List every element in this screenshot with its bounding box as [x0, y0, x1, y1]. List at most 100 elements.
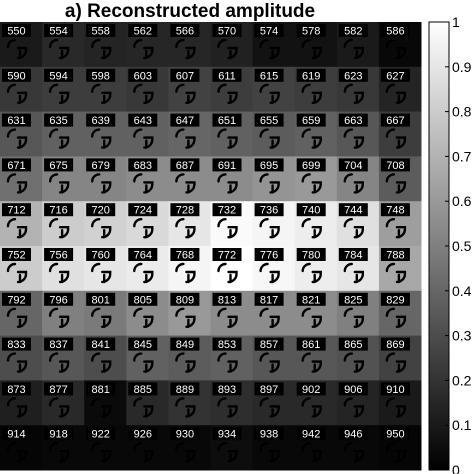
cell-glyph-icon	[48, 352, 70, 373]
cell-label-box	[128, 382, 158, 396]
cell-glyph-icon	[301, 173, 322, 194]
cell-glyph-icon	[48, 262, 70, 284]
cell-label-box	[296, 427, 326, 441]
cell-label-box	[212, 382, 242, 396]
heatmap-cell: 809	[168, 290, 211, 337]
cell-label-box	[2, 292, 31, 306]
cell-glyph-icon	[301, 307, 322, 328]
cell-label-box	[86, 427, 116, 441]
cell-label-box	[2, 113, 31, 127]
heatmap-cell: 889	[168, 380, 211, 426]
cell-label: 861	[302, 339, 320, 351]
cell-glyph-icon	[343, 83, 364, 104]
cell-glyph-icon	[175, 307, 196, 328]
heatmap-cell: 817	[252, 290, 296, 337]
cell-label-box	[170, 158, 200, 172]
cell-label: 934	[218, 429, 236, 441]
cell-glyph-icon	[6, 173, 28, 194]
cell-glyph-icon	[301, 83, 322, 104]
heatmap-cell: 736	[252, 201, 296, 247]
cell-label-box	[44, 248, 74, 261]
colorbar-tick-label: 0.5	[452, 238, 472, 254]
cell-label: 873	[7, 384, 25, 396]
heatmap-cell: 671	[0, 156, 43, 202]
cell-label-box	[170, 427, 200, 441]
cell-label: 570	[218, 26, 236, 38]
cell-label: 853	[218, 339, 236, 351]
cell-label-box	[44, 113, 74, 127]
cell-label: 942	[302, 429, 320, 441]
heatmap-cell: 865	[336, 335, 380, 381]
cell-label-box	[2, 248, 31, 261]
cell-label: 554	[49, 26, 67, 38]
heatmap-cell: 744	[336, 201, 380, 247]
heatmap-cell: 655	[252, 111, 296, 157]
heatmap-cell: 938	[252, 425, 296, 471]
cell-label: 792	[7, 294, 25, 306]
heatmap-cell: 570	[210, 22, 254, 68]
cell-label-box	[44, 337, 74, 351]
cell-label-box	[86, 113, 116, 127]
cell-glyph-icon	[6, 38, 28, 60]
cell-label: 881	[92, 384, 110, 396]
cell-label: 611	[218, 70, 236, 82]
cell-glyph-icon	[301, 128, 322, 149]
cell-label: 829	[386, 294, 404, 306]
heatmap-cell: 550	[0, 22, 43, 68]
heatmap-cell: 704	[336, 156, 380, 202]
heatmap-cell: 829	[378, 290, 422, 337]
cell-label-box	[44, 292, 74, 306]
heatmap-cell: 724	[126, 201, 169, 247]
cell-label: 889	[176, 384, 194, 396]
cell-label-box	[338, 337, 368, 351]
heatmap-cell: 720	[84, 201, 127, 247]
cell-label: 772	[218, 250, 236, 262]
heatmap-cell: 651	[210, 111, 254, 157]
cell-glyph-icon	[133, 173, 154, 194]
cell-glyph-icon	[133, 262, 154, 284]
cell-label: 764	[134, 250, 152, 262]
cell-label: 736	[260, 205, 278, 217]
cell-label: 950	[386, 429, 404, 441]
cell-glyph-icon	[301, 262, 322, 284]
heatmap-cell: 760	[84, 246, 127, 292]
cell-glyph-icon	[175, 128, 196, 149]
colorbar-tick-label: 0.1	[452, 417, 472, 433]
cell-label-box	[254, 382, 284, 396]
cell-label-box	[212, 24, 242, 37]
cell-label-box	[44, 382, 74, 396]
cell-label-box	[170, 248, 200, 261]
cell-glyph-icon	[48, 38, 70, 60]
cell-label-box	[128, 292, 158, 306]
cell-label-box	[86, 292, 116, 306]
cell-label: 607	[176, 70, 194, 82]
cell-label: 869	[386, 339, 404, 351]
cell-label-box	[254, 248, 284, 261]
cell-glyph-icon	[217, 218, 238, 239]
heatmap-cell: 841	[84, 335, 127, 381]
cell-label: 817	[260, 294, 278, 306]
cell-label-box	[254, 24, 284, 37]
cell-label: 796	[49, 294, 67, 306]
heatmap-cell: 615	[252, 66, 296, 113]
heatmap-cell: 813	[210, 290, 254, 337]
heatmap-cell: 837	[42, 335, 85, 381]
cell-glyph-icon	[6, 83, 28, 104]
cell-glyph-icon	[48, 307, 70, 328]
cell-label: 756	[49, 250, 67, 262]
heatmap-cell: 780	[294, 246, 338, 292]
cell-glyph-icon	[259, 442, 280, 463]
heatmap-cell: 930	[168, 425, 211, 471]
heatmap-cell: 562	[126, 22, 169, 68]
heatmap-cell: 590	[0, 66, 43, 113]
heatmap-cell: 691	[210, 156, 254, 202]
cell-label-box	[254, 158, 284, 172]
cell-label: 752	[7, 250, 25, 262]
cell-label-box	[296, 68, 326, 82]
cell-label-box	[2, 337, 31, 351]
heatmap-cell: 643	[126, 111, 169, 157]
heatmap-cell: 934	[210, 425, 254, 471]
cell-label: 897	[260, 384, 278, 396]
heatmap-cell: 639	[84, 111, 127, 157]
